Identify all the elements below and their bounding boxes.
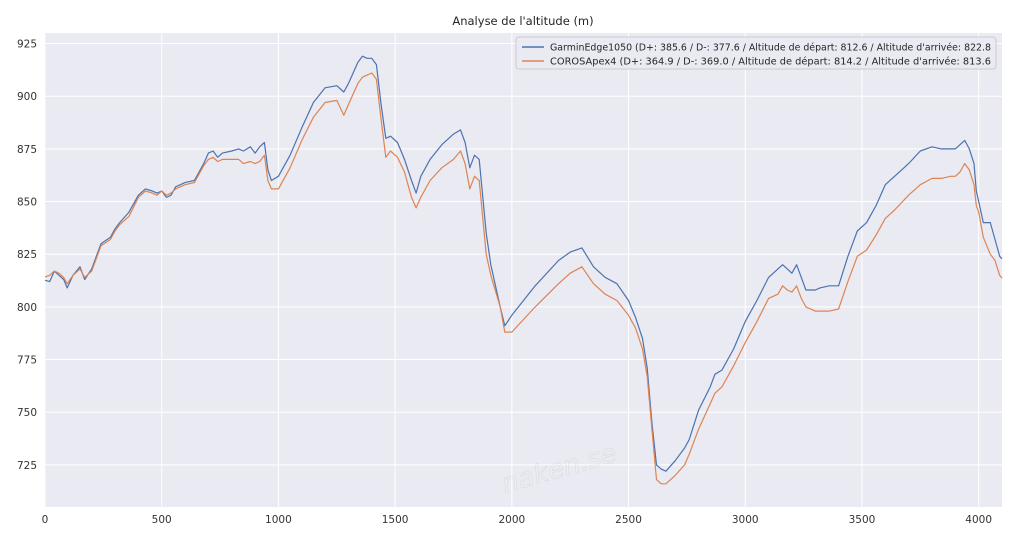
y-tick-label: 800 (17, 302, 37, 314)
y-tick-label: 825 (17, 249, 37, 261)
plot-area (45, 33, 1002, 507)
x-tick-label: 4000 (965, 514, 992, 526)
legend-box (515, 36, 997, 70)
x-tick-label: 500 (152, 514, 172, 526)
legend-label-1: COROSApex4 (D+: 364.9 / D-: 369.0 / Alti… (550, 56, 991, 68)
chart-title: Analyse de l'altitude (m) (452, 14, 593, 28)
y-tick-label: 850 (17, 197, 37, 209)
y-tick-label: 925 (17, 39, 37, 51)
x-tick-label: 1500 (382, 514, 409, 526)
y-tick-label: 750 (17, 407, 37, 419)
x-tick-label: 3500 (849, 514, 876, 526)
y-tick-label: 875 (17, 144, 37, 156)
y-tick-label: 725 (17, 460, 37, 472)
series-line-1 (44, 72, 1003, 485)
series-lines (44, 55, 1003, 485)
x-tick-label: 0 (42, 514, 49, 526)
x-axis-ticks: 0 500 1000 1500 2000 2500 3000 3500 4000 (42, 514, 992, 526)
y-tick-label: 900 (17, 91, 37, 103)
series-line-0 (44, 55, 1003, 472)
x-tick-label: 2500 (615, 514, 642, 526)
y-axis-ticks: 725 750 775 800 825 850 875 900 925 (17, 39, 37, 472)
x-tick-label: 1000 (265, 514, 292, 526)
x-tick-label: 2000 (498, 514, 525, 526)
x-tick-label: 3000 (732, 514, 759, 526)
legend-label-0: GarminEdge1050 (D+: 385.6 / D-: 377.6 / … (550, 42, 991, 54)
legend: GarminEdge1050 (D+: 385.6 / D-: 377.6 / … (515, 36, 997, 70)
y-tick-label: 775 (17, 355, 37, 367)
